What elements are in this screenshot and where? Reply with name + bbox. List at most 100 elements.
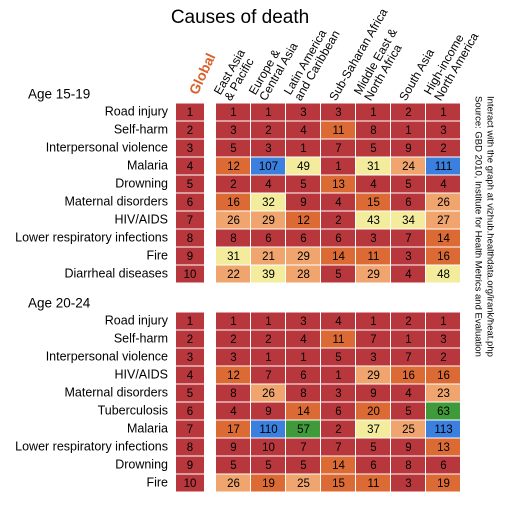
cell-value: 27 [437,215,450,227]
cell [426,420,460,438]
cell-value: 2 [335,424,341,436]
cell [391,103,425,121]
cell-value: 5 [230,143,236,155]
cell [216,312,250,330]
cell-value: 5 [265,460,271,472]
cell [251,157,285,175]
cell [391,265,425,283]
cell-value: 1 [405,125,411,137]
cell [356,265,390,283]
global-cell [176,157,204,175]
cell [426,157,460,175]
cell-value: 6 [405,197,411,209]
cell-value: 25 [402,424,415,436]
cell [356,402,390,420]
cell-value: 2 [440,143,446,155]
cell-value: 8 [370,125,376,137]
cell-value: 15 [367,197,380,209]
cell-value: 25 [297,478,310,490]
cell-value: 1 [440,107,446,119]
cell [321,456,355,474]
global-value: 2 [187,125,193,137]
global-value: 3 [187,352,193,364]
cell-value: 3 [335,107,341,119]
cell-value: 9 [300,197,306,209]
cell-value: 7 [300,442,306,454]
cell [426,265,460,283]
global-cell [176,139,204,157]
cell-value: 110 [259,424,277,436]
global-cell [176,402,204,420]
cell-value: 4 [265,179,272,191]
cell [216,211,250,229]
cell-value: 2 [265,334,271,346]
cell-value: 16 [437,370,450,382]
cell [251,420,285,438]
cell-value: 39 [262,269,275,281]
cell [356,193,390,211]
cell [426,121,460,139]
cell [216,157,250,175]
cell-value: 2 [405,316,411,328]
cell [286,420,320,438]
cell [251,175,285,193]
cell-value: 12 [227,370,240,382]
cell [216,456,250,474]
cell [356,474,390,492]
cell-value: 3 [405,478,411,490]
cell [426,193,460,211]
cell-value: 1 [300,352,306,364]
group-label: Age 20-24 [28,296,91,311]
cell [286,438,320,456]
cell-value: 9 [265,406,271,418]
cell-value: 26 [227,478,240,490]
cell [426,330,460,348]
cell-value: 26 [227,215,240,227]
cell [356,103,390,121]
row-label: Interpersonal violence [46,349,168,363]
cell [321,312,355,330]
cell [216,139,250,157]
global-cell [176,121,204,139]
global-cell [176,456,204,474]
cell-value: 13 [332,179,345,191]
cell-value: 111 [435,161,452,173]
global-value: 1 [187,107,193,119]
cell-value: 5 [300,179,306,191]
global-cell [176,420,204,438]
global-value: 7 [187,424,193,436]
cell-value: 8 [230,388,236,400]
row-label: Road injury [105,313,169,327]
cell [286,157,320,175]
row-label: HIV/AIDS [115,212,169,226]
global-cell [176,438,204,456]
cell [251,348,285,366]
cell [321,229,355,247]
cell-value: 4 [230,406,237,418]
cell-value: 3 [405,251,411,263]
global-value: 10 [184,269,197,281]
cell-value: 4 [335,197,342,209]
cell [391,348,425,366]
cell-value: 5 [370,143,376,155]
row-label: Road injury [105,104,169,118]
cell-value: 15 [332,478,345,490]
cell-value: 11 [368,251,380,263]
row-label: HIV/AIDS [115,367,169,381]
cell-value: 107 [259,161,278,173]
cell [321,103,355,121]
cell [391,402,425,420]
cell-value: 16 [227,197,240,209]
cell-value: 14 [332,460,345,472]
cell-value: 4 [300,125,307,137]
cell-value: 8 [230,233,236,245]
cell-value: 49 [297,161,310,173]
cell-value: 4 [405,269,412,281]
cell-value: 1 [370,316,376,328]
cell [426,247,460,265]
cell-value: 6 [300,370,306,382]
cell-value: 3 [370,233,376,245]
cell [321,247,355,265]
cell [286,175,320,193]
